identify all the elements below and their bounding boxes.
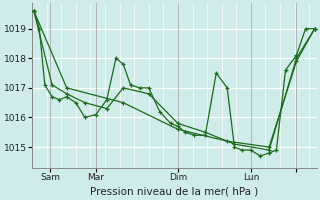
X-axis label: Pression niveau de la mer( hPa ): Pression niveau de la mer( hPa ) <box>90 187 259 197</box>
